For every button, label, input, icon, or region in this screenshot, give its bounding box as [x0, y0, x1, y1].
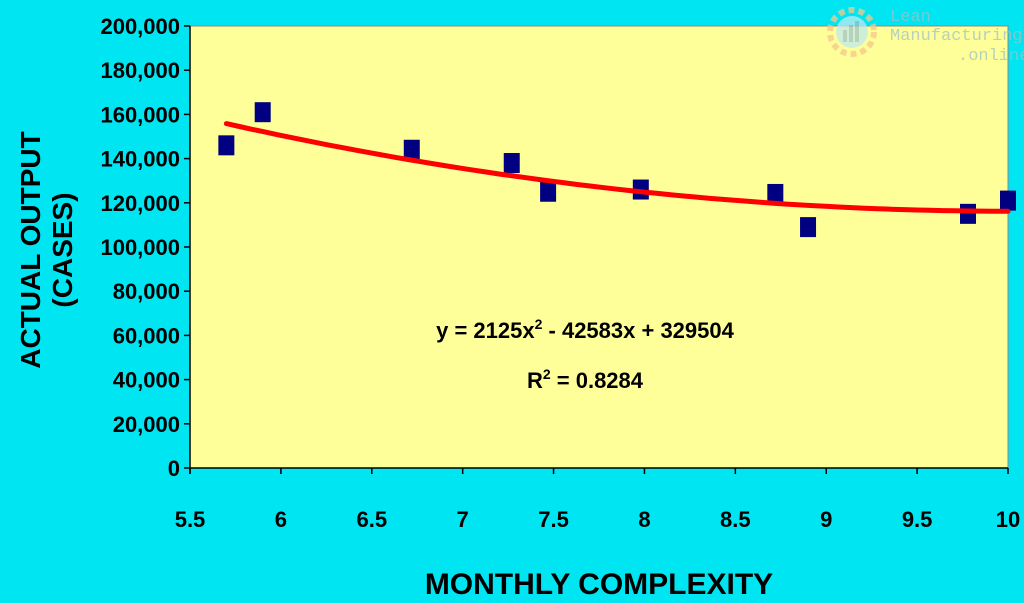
svg-text:(CASES): (CASES) [47, 192, 78, 307]
x-axis-title: MONTHLY COMPLEXITY [425, 568, 773, 601]
x-tick-label: 6 [275, 507, 287, 532]
y-tick-label: 140,000 [100, 147, 180, 172]
data-points [218, 102, 1016, 238]
svg-text:Manufacturing: Manufacturing [890, 27, 1023, 46]
svg-text:ACTUAL OUTPUT: ACTUAL OUTPUT [15, 131, 46, 368]
x-tick-label: 8.5 [720, 507, 751, 532]
data-point [800, 217, 817, 238]
x-tick-label: 9.5 [902, 507, 933, 532]
y-tick-label: 200,000 [100, 14, 180, 39]
watermark-logo: Lean Manufacturing .online [827, 7, 1024, 66]
y-tick-label: 120,000 [100, 191, 180, 216]
y-tick-label: 40,000 [113, 368, 180, 393]
y-tick-label: 60,000 [113, 323, 180, 348]
y-tick-label: 180,000 [100, 58, 180, 83]
svg-text:.online: .online [958, 47, 1024, 66]
y-tick-label: 20,000 [113, 412, 180, 437]
x-tick-label: 7 [457, 507, 469, 532]
y-axis: 0 20,000 40,000 60,000 80,000 100,000 120,000 1… [100, 14, 191, 481]
trendline [223, 121, 1011, 214]
x-tick-label: 6.5 [356, 507, 387, 532]
svg-text:Lean: Lean [890, 8, 931, 27]
x-tick-label: 8 [638, 507, 650, 532]
x-tick-label: 5.5 [175, 507, 206, 532]
data-point [960, 203, 977, 224]
y-tick-label: 160,000 [100, 102, 180, 127]
data-point [767, 183, 784, 204]
y-tick-label: 80,000 [113, 279, 180, 304]
data-point [1000, 190, 1016, 211]
data-point [403, 139, 420, 160]
data-point [540, 181, 557, 202]
data-point [218, 135, 235, 156]
y-tick-label: 0 [168, 456, 180, 481]
data-point [503, 153, 520, 174]
x-tick-label: 9 [820, 507, 832, 532]
data-point [254, 102, 271, 123]
equation-label: y = 2125x2 - 42583x + 329504 [436, 316, 734, 343]
plot-area [189, 25, 1009, 469]
x-tick-label: 10 [996, 507, 1020, 532]
x-axis: 5.5 6 6.5 7 7.5 8 8.5 9 9.5 10 [175, 467, 1020, 532]
y-tick-label: 100,000 [100, 235, 180, 260]
y-axis-title: ACTUAL OUTPUT (CASES) [15, 131, 78, 368]
gear-icon [827, 7, 877, 57]
x-tick-label: 7.5 [538, 507, 569, 532]
r-squared-label: R2 = 0.8284 [527, 366, 644, 393]
